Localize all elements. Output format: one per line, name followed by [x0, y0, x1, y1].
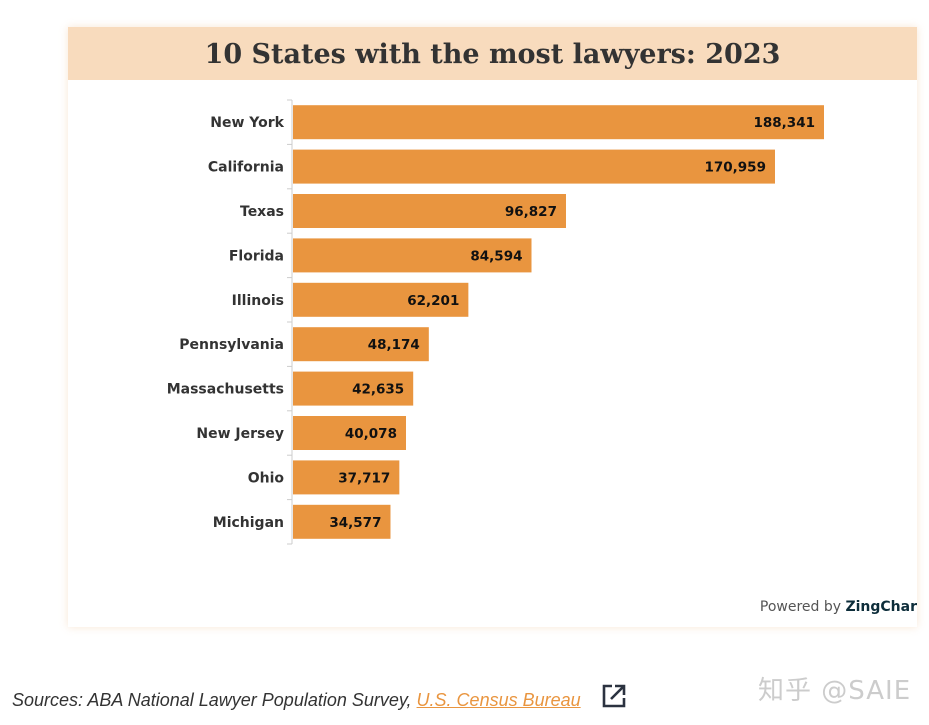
- census-bureau-link[interactable]: U.S. Census Bureau: [416, 690, 581, 710]
- bar-massachusetts: [293, 371, 414, 406]
- chart-card: 10 States with the most lawyers: 2023 Ne…: [68, 27, 917, 627]
- category-label: Ohio: [248, 470, 285, 486]
- sources-note: Sources: ABA National Lawyer Population …: [12, 690, 581, 711]
- category-label: New York: [210, 115, 284, 131]
- bar-michigan: [293, 504, 391, 539]
- credit-brand: ZingChar: [845, 599, 917, 615]
- external-link-icon[interactable]: [601, 683, 627, 709]
- value-label: 170,959: [704, 160, 766, 176]
- bar-illinois: [293, 282, 469, 317]
- category-label: Florida: [229, 248, 284, 264]
- bar-ohio: [293, 460, 400, 495]
- value-label: 40,078: [345, 426, 397, 442]
- category-label: California: [208, 160, 284, 176]
- chart-header: 10 States with the most lawyers: 2023: [68, 27, 917, 80]
- category-label: Massachusetts: [167, 382, 284, 398]
- category-label: Pennsylvania: [179, 337, 284, 353]
- category-label: Michigan: [213, 515, 284, 531]
- value-label: 37,717: [338, 470, 390, 486]
- bar-florida: [293, 238, 532, 273]
- category-label: New Jersey: [196, 426, 284, 442]
- value-label: 42,635: [352, 382, 404, 398]
- bar-california: [293, 149, 775, 184]
- bar-texas: [293, 194, 566, 228]
- bar-new-york: [293, 105, 824, 140]
- chart-title: 10 States with the most lawyers: 2023: [204, 39, 781, 70]
- value-label: 84,594: [470, 248, 522, 264]
- powered-by-credit[interactable]: Powered by ZingChar: [760, 599, 917, 615]
- watermark: 知乎 @SAIE: [758, 676, 912, 706]
- sources-text: Sources: ABA National Lawyer Population …: [12, 690, 417, 710]
- value-label: 34,577: [329, 515, 381, 531]
- category-label: Illinois: [232, 293, 284, 309]
- value-label: 96,827: [505, 204, 557, 220]
- category-label: Texas: [240, 204, 284, 220]
- value-label: 62,201: [407, 293, 459, 309]
- credit-prefix: Powered by: [759, 599, 846, 615]
- bar-pennsylvania: [293, 327, 429, 362]
- bar-new-jersey: [293, 416, 406, 450]
- bar-chart: New York 188,341 California 170,959 Texas 96,…: [167, 99, 824, 545]
- value-label: 188,341: [754, 115, 816, 131]
- value-label: 48,174: [368, 337, 420, 353]
